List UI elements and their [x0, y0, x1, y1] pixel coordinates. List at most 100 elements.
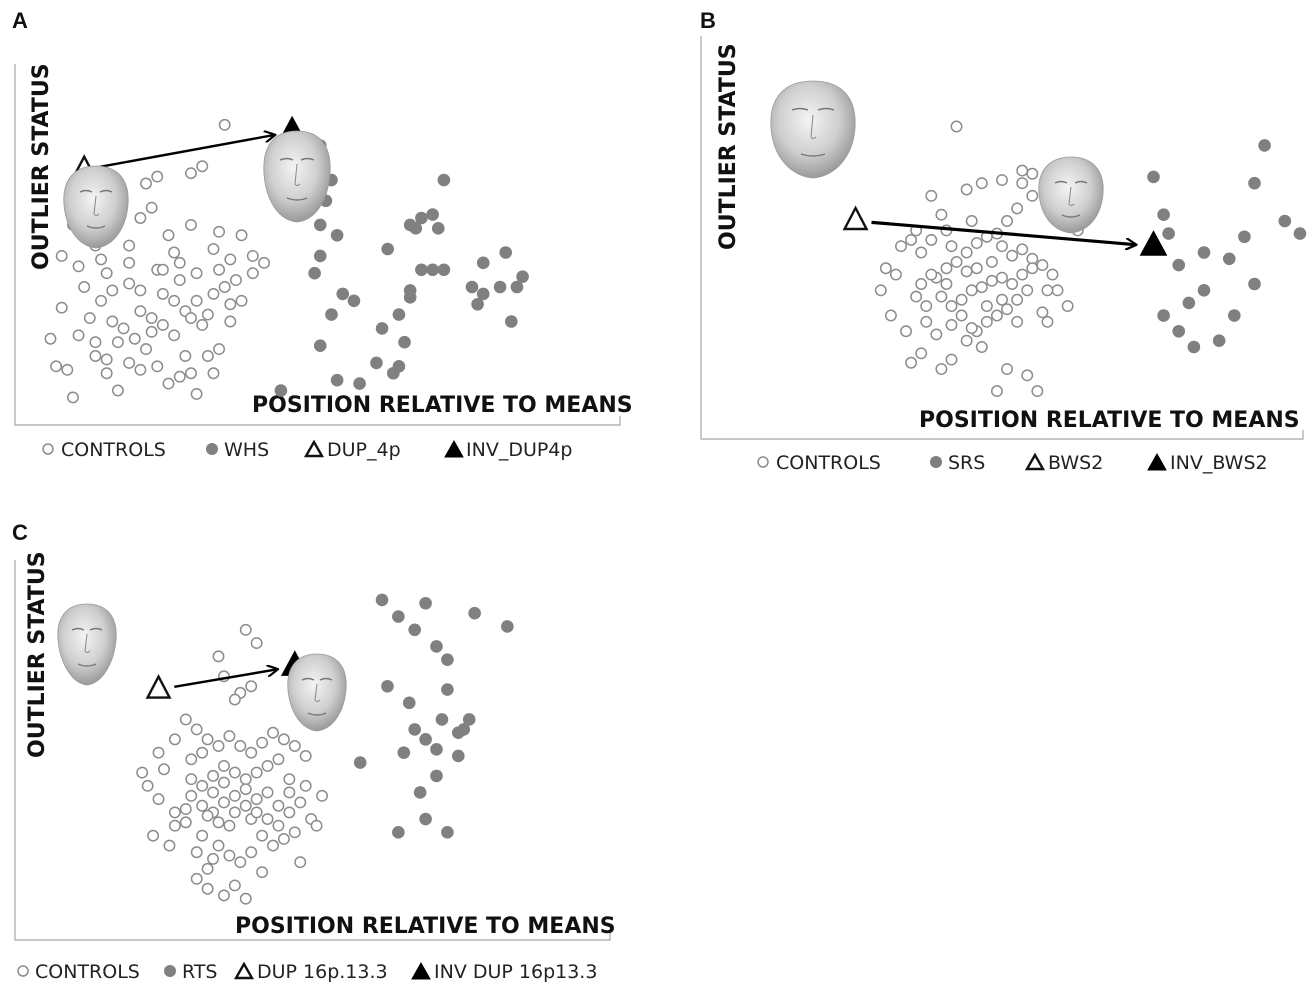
- control-point: [185, 367, 197, 380]
- control-point: [213, 225, 226, 238]
- control-point: [1031, 385, 1044, 398]
- case-point: [1172, 258, 1186, 272]
- control-point: [212, 839, 225, 852]
- case-point: [1278, 214, 1292, 228]
- case-point: [430, 640, 443, 653]
- control-point: [136, 766, 149, 779]
- control-point: [123, 239, 136, 252]
- case-point: [370, 356, 383, 370]
- face-icon: [63, 165, 129, 249]
- control-point: [207, 786, 220, 799]
- control-point: [950, 256, 963, 268]
- control-point: [985, 274, 998, 287]
- control-point: [915, 347, 928, 360]
- control-point: [256, 829, 269, 842]
- control-point: [72, 329, 85, 342]
- control-point: [1041, 315, 1054, 328]
- control-point: [1016, 177, 1029, 190]
- control-point: [1001, 215, 1013, 227]
- case-point: [1222, 252, 1236, 266]
- control-point: [900, 325, 912, 338]
- case-point: [1258, 139, 1271, 152]
- legend-marker-filled-triangle: [1147, 452, 1167, 471]
- control-point: [250, 637, 263, 650]
- control-point: [228, 693, 241, 706]
- control-point: [1011, 202, 1024, 215]
- control-point: [272, 819, 285, 832]
- control-point: [1036, 259, 1049, 272]
- control-point: [940, 278, 953, 290]
- case-point: [510, 280, 524, 294]
- panel-letter-a: A: [12, 8, 28, 33]
- control-point: [140, 177, 152, 190]
- y-axis-title-a: OUTLIER STATUS: [29, 63, 54, 270]
- control-point: [106, 284, 119, 297]
- control-point: [1036, 306, 1049, 319]
- case-point: [313, 218, 327, 232]
- control-point: [111, 336, 124, 349]
- case-point: [1197, 284, 1211, 297]
- control-point: [1016, 164, 1029, 177]
- control-point: [158, 763, 170, 776]
- control-point: [1026, 262, 1039, 275]
- control-point: [272, 753, 285, 766]
- legend-label: CONTROLS: [35, 961, 140, 983]
- control-point: [185, 789, 198, 802]
- legend-marker-controls: [757, 456, 769, 468]
- control-point: [1026, 167, 1039, 180]
- control-point: [190, 846, 203, 859]
- control-point: [945, 300, 958, 312]
- case-point: [452, 749, 465, 763]
- dup-triangle-point: [842, 205, 869, 231]
- control-point: [218, 118, 231, 131]
- control-point: [185, 312, 197, 324]
- case-point: [441, 826, 454, 839]
- control-point: [185, 773, 198, 786]
- control-point: [100, 367, 113, 380]
- panel-c: C OUTLIER STATUS POSITION RELATIVE TO ME…: [12, 520, 616, 983]
- control-point: [960, 265, 973, 278]
- control-point: [78, 281, 91, 293]
- case-point: [1182, 296, 1196, 310]
- legend-label: DUP_4p: [327, 439, 401, 461]
- case-point: [476, 256, 490, 270]
- case-point: [430, 769, 443, 783]
- control-point: [168, 246, 181, 259]
- legend-label: INV DUP 16p13.3: [434, 961, 597, 983]
- control-point: [261, 813, 274, 825]
- control-point: [173, 256, 186, 269]
- case-point: [493, 280, 507, 294]
- legend-marker-case: [164, 965, 176, 977]
- case-point: [415, 263, 428, 277]
- legend-label: CONTROLS: [776, 452, 881, 474]
- face-icon: [263, 130, 331, 223]
- control-point: [288, 826, 301, 839]
- control-point: [960, 246, 973, 259]
- case-point: [437, 263, 451, 277]
- control-point: [245, 846, 258, 859]
- control-point: [910, 290, 923, 303]
- control-point: [145, 325, 158, 338]
- control-point: [185, 218, 197, 231]
- control-point: [168, 329, 181, 342]
- control-point: [212, 816, 225, 829]
- control-point: [996, 293, 1008, 306]
- control-point: [162, 377, 175, 390]
- legend-a: CONTROLS WHS DUP_4p INV_DUP4p: [42, 439, 572, 461]
- control-point: [975, 177, 988, 190]
- control-point: [201, 308, 214, 321]
- x-axis-title-b: POSITION RELATIVE TO MEANS: [919, 408, 1300, 433]
- control-point: [272, 799, 285, 812]
- control-point: [95, 253, 108, 266]
- control-point: [945, 240, 958, 253]
- control-point: [141, 779, 154, 792]
- case-point: [431, 222, 445, 235]
- control-point: [218, 759, 230, 772]
- control-point: [179, 713, 192, 726]
- control-point: [207, 243, 220, 256]
- control-point: [44, 332, 57, 345]
- case-point: [353, 377, 366, 390]
- control-point: [1041, 284, 1054, 297]
- control-point: [245, 746, 258, 759]
- control-point: [185, 753, 198, 766]
